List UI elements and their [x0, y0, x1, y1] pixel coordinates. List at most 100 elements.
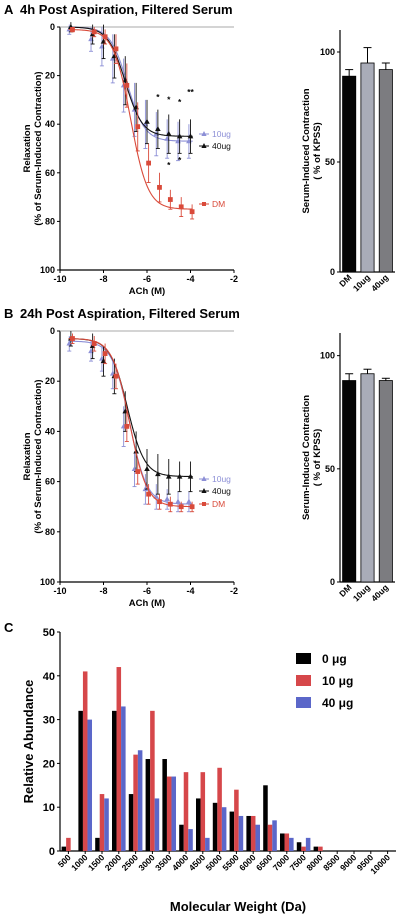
x-tick-label: 8500 [321, 852, 342, 873]
bar-4000 [183, 772, 189, 851]
bar-4500 [200, 772, 206, 851]
data-point-DM [178, 204, 184, 210]
data-point-DM [124, 82, 130, 88]
x-tick-label: -10 [53, 274, 66, 284]
y-axis-label: Relaxation [22, 432, 33, 480]
x-tick-label: 3500 [153, 852, 174, 873]
bar-40ug [378, 69, 393, 273]
bar-500 [66, 837, 71, 851]
x-tick-label: -6 [143, 274, 151, 284]
bar-1500 [95, 837, 100, 851]
bar-8000 [313, 846, 319, 851]
significance-mark: * [178, 155, 182, 165]
y-tick-label: 100 [320, 47, 335, 57]
bar-6000 [246, 815, 251, 851]
x-tick-label: 4500 [187, 852, 208, 873]
x-tick-label: 3000 [136, 852, 157, 873]
data-point-DM [178, 504, 184, 510]
legend-label-40ug: 40ug [212, 141, 231, 151]
fit-curve-40ug [68, 338, 193, 478]
significance-mark: ** [187, 87, 194, 97]
panel-c-letter: C [4, 620, 14, 635]
bar-7000 [284, 833, 290, 851]
bar-3500 [171, 776, 177, 851]
legend-marker [202, 202, 206, 206]
data-point-40ug [144, 118, 150, 124]
bar-3500 [166, 776, 172, 851]
panel-b-bar-chart: 0 50 100 Serum-Induced Contraction( % of KP… [301, 333, 395, 603]
bar-2000 [116, 667, 122, 851]
data-point-DM [135, 124, 141, 130]
data-point-40ug [187, 473, 194, 479]
bar-7500 [296, 842, 302, 851]
y-axis-label-line2: ( % of KPSS) [312, 429, 323, 487]
x-tick-label: 6500 [254, 852, 275, 873]
y-tick-label: 40 [43, 671, 55, 683]
data-point-DM [146, 160, 151, 166]
data-point-40ug [165, 130, 172, 136]
data-point-DM [102, 34, 108, 40]
legend-swatch [296, 653, 311, 664]
data-point-DM [189, 209, 195, 215]
bar-5000 [221, 807, 227, 851]
bar-5000 [212, 802, 218, 851]
data-point-10ug [153, 493, 160, 499]
y-tick-label: 20 [43, 758, 55, 770]
bar-10ug [360, 373, 375, 583]
data-point-DM [70, 336, 75, 341]
bar-3500 [162, 759, 167, 851]
bar-4000 [188, 829, 193, 851]
panel-b-letter: B [4, 306, 13, 321]
x-tick-label: 8000 [304, 852, 325, 873]
bar-2500 [133, 754, 138, 851]
data-point-40ug [155, 126, 161, 132]
significance-mark: * [156, 92, 160, 102]
bar-40ug [378, 380, 393, 583]
x-tick-label: 10ug [351, 582, 372, 603]
bar-7500 [301, 846, 306, 851]
data-point-40ug [144, 466, 150, 472]
y-tick-label: 100 [40, 577, 55, 587]
y-tick-label: 80 [45, 216, 55, 226]
bar-5500 [229, 811, 235, 851]
x-tick-label: -8 [99, 586, 107, 596]
panel-a-curve-chart: 0 20 40 60 80 100-10 -8 -6 -4 -2 ACh (M) Relaxation… [22, 22, 238, 297]
x-tick-label: -8 [99, 274, 107, 284]
x-tick-label: 1000 [69, 852, 90, 873]
x-tick-label: -4 [186, 586, 194, 596]
legend-label-10ug: 10ug [212, 474, 231, 484]
data-point-DM [124, 423, 130, 429]
legend-label: 40 μg [322, 696, 353, 710]
bar-6500 [267, 824, 273, 851]
data-point-DM [102, 351, 108, 356]
bar-2000 [111, 710, 117, 851]
x-tick-label: 7000 [271, 852, 292, 873]
fit-curve-DM [68, 29, 193, 210]
x-tick-label: 7500 [288, 852, 309, 873]
data-point-DM [167, 197, 173, 202]
x-tick-label: 40ug [369, 272, 390, 293]
legend-label-10ug: 10ug [212, 129, 231, 139]
bar-4000 [179, 824, 184, 851]
bar-5500 [238, 815, 244, 851]
y-tick-label: 0 [50, 22, 55, 32]
bar-3000 [145, 759, 151, 851]
data-point-DM [91, 29, 97, 35]
x-tick-label: 5500 [220, 852, 241, 873]
bar-2500 [128, 794, 134, 851]
legend-marker [201, 488, 207, 493]
bar-2500 [137, 750, 143, 851]
significance-mark: * [167, 94, 171, 104]
y-tick-label: 0 [330, 267, 335, 277]
x-tick-label: -2 [230, 586, 238, 596]
y-axis-label: Relaxation [22, 124, 33, 172]
y-axis-label-line2: ( % of KPSS) [312, 122, 323, 180]
bar-6000 [250, 815, 256, 851]
x-tick-label: 40ug [369, 582, 390, 603]
x-tick-label: 9000 [338, 852, 359, 873]
bar-500 [61, 846, 67, 851]
bar-3000 [154, 798, 160, 851]
bar-DM [342, 380, 357, 583]
data-point-DM [189, 504, 195, 510]
